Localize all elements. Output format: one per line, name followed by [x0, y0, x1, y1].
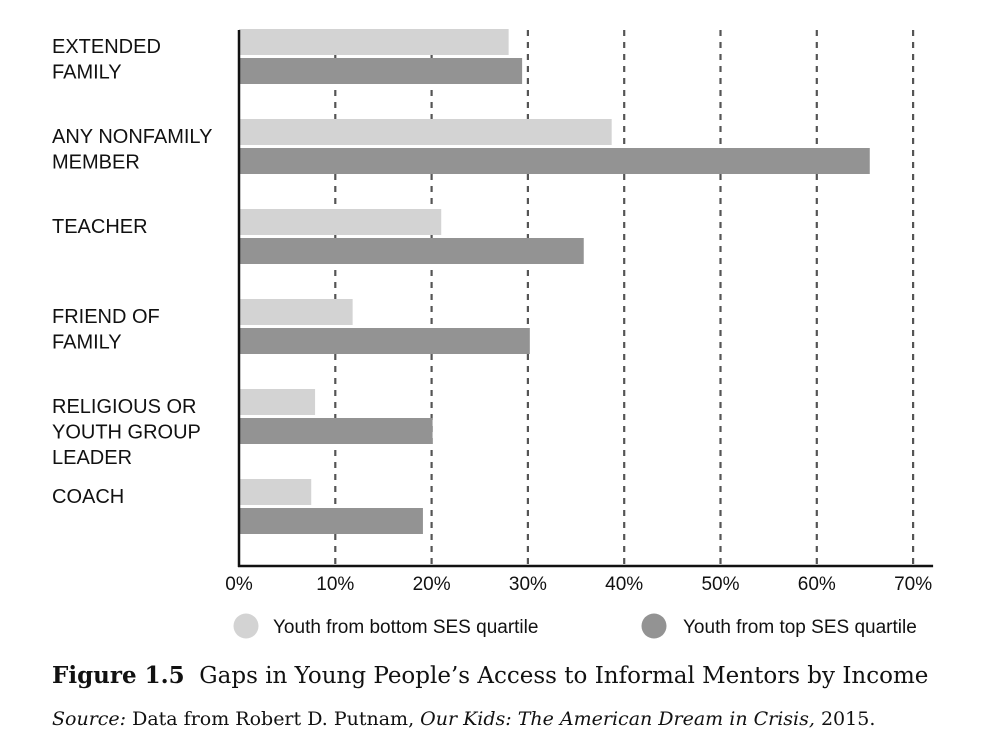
legend-label: Youth from bottom SES quartile: [273, 617, 538, 638]
x-tick-label: 30%: [509, 574, 547, 595]
x-tick-label: 20%: [413, 574, 451, 595]
source-label: Source:: [52, 708, 127, 730]
category-label-line: FAMILY: [52, 332, 122, 354]
bars: [239, 29, 870, 534]
figure-caption: Figure 1.5 Gaps in Young People’s Access…: [52, 662, 928, 689]
category-label-line: MEMBER: [52, 152, 140, 174]
source-book: Our Kids: The American Dream in Crisis,: [420, 708, 815, 730]
category-label-line: EXTENDED: [52, 36, 161, 58]
category-label: EXTENDED FAMILY: [52, 36, 161, 84]
category-label-line: COACH: [52, 486, 124, 508]
bar-bottom-quartile: [239, 119, 612, 145]
category-label-line: ANY NONFAMILY: [52, 126, 212, 148]
figure-title: Gaps in Young People’s Access to Informa…: [199, 663, 929, 689]
source-text: Data from Robert D. Putnam,: [132, 708, 415, 730]
legend-swatch-bottom-quartile: [233, 613, 259, 639]
category-label-line: FRIEND OF: [52, 306, 160, 328]
bar-top-quartile: [239, 418, 433, 444]
category-label: COACH: [52, 486, 124, 508]
bar-chart: EXTENDED FAMILY ANY NONFAMILY MEMBER TEACHER…: [52, 29, 934, 639]
gridlines: [334, 30, 915, 566]
category-label-line: LEADER: [52, 447, 132, 469]
category-label: FRIEND OF FAMILY: [52, 306, 160, 354]
bar-bottom-quartile: [239, 389, 316, 415]
bar-top-quartile: [239, 328, 530, 354]
source-year: 2015.: [820, 708, 876, 730]
category-label: TEACHER: [52, 216, 148, 238]
legend-label: Youth from top SES quartile: [683, 617, 917, 638]
figure-label: Figure 1.5: [52, 662, 185, 689]
category-label-line: FAMILY: [52, 62, 122, 84]
legend-swatch-top-quartile: [641, 613, 667, 639]
bar-bottom-quartile: [239, 479, 312, 505]
x-tick-label: 70%: [894, 574, 932, 595]
category-label-line: TEACHER: [52, 216, 148, 238]
bar-top-quartile: [239, 238, 584, 264]
bar-bottom-quartile: [239, 209, 442, 235]
x-tick-label: 40%: [605, 574, 643, 595]
x-tick-label: 60%: [798, 574, 836, 595]
bar-bottom-quartile: [239, 29, 509, 55]
x-tick-label: 50%: [701, 574, 739, 595]
category-labels: EXTENDED FAMILY ANY NONFAMILY MEMBER TEACHER…: [52, 36, 212, 508]
category-label-line: YOUTH GROUP: [52, 422, 201, 444]
category-label: RELIGIOUS OR YOUTH GROUP LEADER: [52, 396, 201, 469]
bar-top-quartile: [239, 508, 423, 534]
category-label: ANY NONFAMILY MEMBER: [52, 126, 212, 174]
x-tick-label: 10%: [316, 574, 354, 595]
category-label-line: RELIGIOUS OR: [52, 396, 196, 418]
axes: [237, 30, 934, 568]
x-tick-label: 0%: [225, 574, 253, 595]
bar-top-quartile: [239, 58, 523, 84]
bar-top-quartile: [239, 148, 870, 174]
bar-bottom-quartile: [239, 299, 353, 325]
x-tick-labels: 0% 10% 20% 30% 40% 50% 60% 70%: [225, 574, 932, 595]
legend: Youth from bottom SES quartile Youth from…: [233, 613, 917, 639]
figure-source: Source: Data from Robert D. Putnam, Our …: [52, 708, 875, 730]
